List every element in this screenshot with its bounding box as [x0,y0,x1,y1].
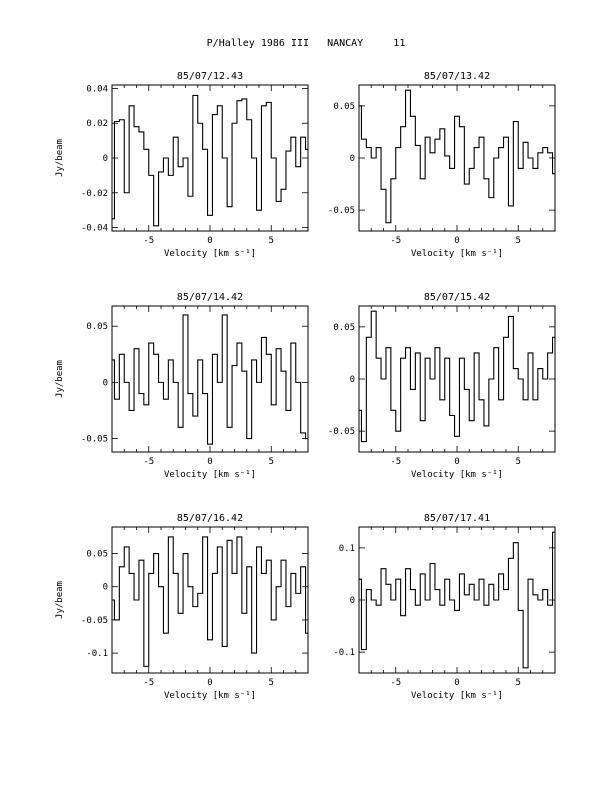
x-tick-label: 5 [516,457,521,467]
y-tick-label: 0.05 [333,102,355,112]
plot-frame [358,526,556,674]
x-axis-label: Velocity [km s⁻¹] [411,691,503,701]
x-tick-label: 0 [454,236,459,246]
y-tick-label: -0.05 [328,427,355,437]
plot-frame [111,305,309,453]
y-tick-label: -0.05 [81,435,108,445]
y-tick-label: -0.1 [333,648,355,658]
x-tick-label: -5 [143,678,154,688]
x-tick-label: -5 [143,236,154,246]
y-tick-label: 0.1 [339,544,355,554]
y-tick-label: 0.02 [86,119,108,129]
plot-frame [358,305,556,453]
spectrum-line [359,89,555,224]
y-tick-label: -0.1 [86,649,108,659]
spectrum-panel-6: -5 0 5 0.1 0 -0.1 85/07/17.41 Velocity [km s⁻¹] [333,513,556,701]
x-tick-label: 0 [207,236,212,246]
x-axis-label: Velocity [km s⁻¹] [411,470,503,480]
panel-title: 85/07/17.41 [424,513,490,524]
spectrum-panel-4: -5 0 5 0.05 0 -0.05 85/07/15.42 Velocity [km s⁻… [328,292,556,480]
y-tick-label: 0 [103,583,108,593]
spectrum-line [112,94,308,227]
y-tick-label: -0.05 [81,616,108,626]
x-tick-label: 0 [207,678,212,688]
x-tick-label: 0 [207,457,212,467]
x-tick-label: -5 [143,457,154,467]
y-axis-label: Jy/beam [55,581,65,619]
y-tick-label: 0.05 [86,322,108,332]
panel-title: 85/07/14.42 [177,292,243,303]
x-tick-label: 5 [516,236,521,246]
y-tick-label: 0 [350,154,355,164]
x-tick-label: -5 [390,457,401,467]
x-axis-label: Velocity [km s⁻¹] [164,249,256,259]
spectrum-line [359,310,555,443]
x-tick-label: 5 [269,457,274,467]
y-tick-label: 0.04 [86,84,108,94]
spectrum-line [112,536,308,667]
spectrum-panel-5: -5 0 5 0.05 0 -0.05 -0.1 85/07/16.42 Velocity [k… [55,513,309,701]
spectrum-line [359,531,555,669]
y-axis-label: Jy/beam [55,139,65,177]
panel-title: 85/07/15.42 [424,292,490,303]
panel-title: 85/07/13.42 [424,71,490,82]
x-tick-label: 5 [516,678,521,688]
x-axis-label: Velocity [km s⁻¹] [164,470,256,480]
panel-title: 85/07/12.43 [177,71,243,82]
y-tick-label: -0.02 [81,189,108,199]
x-tick-label: 5 [269,236,274,246]
x-tick-label: 0 [454,457,459,467]
panel-title: 85/07/16.42 [177,513,243,524]
x-axis-label: Velocity [km s⁻¹] [411,249,503,259]
y-tick-label: 0 [103,154,108,164]
x-tick-label: -5 [390,236,401,246]
plot-frame [111,84,309,232]
spectrum-panel-1: -5 0 5 0.04 0.02 0 -0.02 -0.04 85/07/12.43 Veloci… [55,71,309,259]
spectrum-panel-2: -5 0 5 0.05 0 -0.05 85/07/13.42 Velocity [km s⁻… [328,71,556,259]
y-tick-label: 0 [103,378,108,388]
page-title: P/Halley 1986 III NANCAY 11 [206,38,406,49]
y-tick-label: -0.04 [81,224,108,234]
y-tick-label: 0.05 [333,323,355,333]
spectrum-panel-3: -5 0 5 0.05 0 -0.05 85/07/14.42 Velocity [km s⁻… [55,292,309,480]
x-axis-label: Velocity [km s⁻¹] [164,691,256,701]
x-tick-label: -5 [390,678,401,688]
x-tick-label: 5 [269,678,274,688]
y-tick-label: 0 [350,375,355,385]
plot-frame [111,526,309,674]
plot-frame [358,84,556,232]
y-tick-label: 0 [350,596,355,606]
x-tick-label: 0 [454,678,459,688]
y-tick-label: 0.05 [86,550,108,560]
y-axis-label: Jy/beam [55,360,65,398]
spectrum-line [112,314,308,445]
y-tick-label: -0.05 [328,206,355,216]
